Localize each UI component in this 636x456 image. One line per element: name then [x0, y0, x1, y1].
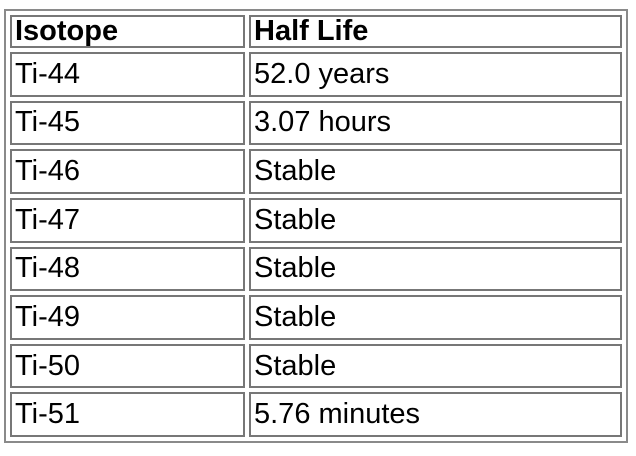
isotope-cell: Ti-45 — [10, 100, 245, 146]
half-life-cell: Stable — [249, 149, 622, 194]
half-life-cell: Stable — [249, 246, 622, 292]
isotope-table-frame: Isotope Half Life Ti-44 52.0 years Ti-45… — [4, 9, 628, 443]
isotope-cell: Ti-47 — [10, 197, 245, 243]
half-life-cell: 3.07 hours — [249, 100, 622, 146]
half-life-cell: 52.0 years — [249, 52, 622, 97]
isotope-cell: Ti-51 — [10, 392, 245, 437]
table-row: Ti-45 3.07 hours — [10, 100, 622, 146]
half-life-cell: Stable — [249, 295, 622, 340]
half-life-cell: Stable — [249, 343, 622, 389]
isotope-cell: Ti-44 — [10, 52, 245, 97]
header-half-life: Half Life — [249, 15, 622, 48]
table-row: Ti-46 Stable — [10, 149, 622, 194]
header-isotope: Isotope — [10, 15, 245, 48]
isotope-cell: Ti-46 — [10, 149, 245, 194]
table-row: Ti-47 Stable — [10, 197, 622, 243]
table-header-row: Isotope Half Life — [10, 15, 622, 48]
isotope-cell: Ti-48 — [10, 246, 245, 292]
half-life-cell: 5.76 minutes — [249, 392, 622, 437]
table-row: Ti-44 52.0 years — [10, 52, 622, 97]
half-life-cell: Stable — [249, 197, 622, 243]
table-row: Ti-50 Stable — [10, 343, 622, 389]
table-row: Ti-49 Stable — [10, 295, 622, 340]
table-row: Ti-48 Stable — [10, 246, 622, 292]
isotope-cell: Ti-49 — [10, 295, 245, 340]
isotope-table: Isotope Half Life Ti-44 52.0 years Ti-45… — [6, 11, 626, 441]
isotope-cell: Ti-50 — [10, 343, 245, 389]
table-row: Ti-51 5.76 minutes — [10, 392, 622, 437]
